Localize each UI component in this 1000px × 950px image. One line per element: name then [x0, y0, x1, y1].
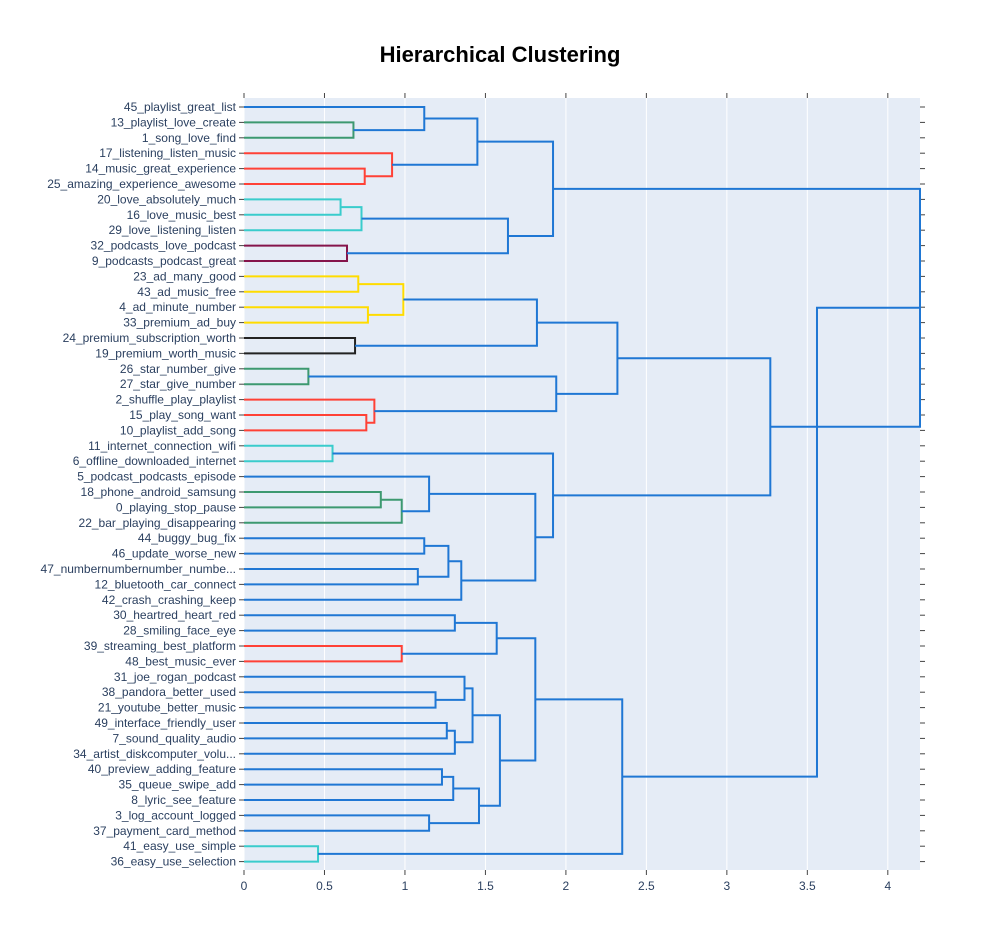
leaf-labels: 45_playlist_great_list13_playlist_love_c…: [41, 100, 237, 869]
leaf-label: 15_play_song_want: [129, 408, 236, 422]
leaf-label: 21_youtube_better_music: [98, 701, 236, 715]
dendrogram-link: [244, 475, 431, 513]
dendrogram-link: [622, 306, 920, 778]
x-tick-label: 1.5: [477, 879, 494, 893]
dendrogram-link: [244, 814, 431, 832]
leaf-label: 27_star_give_number: [120, 377, 236, 391]
leaf-label: 26_star_number_give: [120, 362, 236, 376]
leaf-label: 44_buggy_bug_fix: [138, 531, 236, 545]
x-tick-label: 2: [563, 879, 570, 893]
leaf-label: 32_podcasts_love_podcast: [91, 239, 237, 253]
leaf-label: 30_heartred_heart_red: [113, 608, 236, 622]
leaf-label: 29_love_listening_listen: [109, 223, 236, 237]
dendrogram-links: [244, 106, 921, 863]
leaf-label: 34_artist_diskcomputer_volu...: [73, 747, 236, 761]
leaf-label: 9_podcasts_podcast_great: [92, 254, 237, 268]
leaf-label: 7_sound_quality_audio: [113, 731, 237, 745]
dendrogram-link: [429, 787, 480, 825]
leaf-label: 38_pandora_better_used: [102, 685, 236, 699]
dendrogram-link: [401, 621, 498, 655]
dendrogram-link: [355, 298, 538, 347]
dendrogram-link: [244, 337, 357, 355]
leaf-label: 36_easy_use_selection: [111, 855, 236, 869]
leaf-label: 2_shuffle_play_playlist: [115, 393, 236, 407]
leaf-label: 33_premium_ad_buy: [123, 316, 236, 330]
leaf-label: 8_lyric_see_feature: [131, 793, 236, 807]
leaf-label: 0_playing_stop_pause: [116, 500, 236, 514]
leaf-label: 22_bar_playing_disappearing: [79, 516, 236, 530]
leaf-label: 49_interface_friendly_user: [95, 716, 236, 730]
dendrogram-link: [244, 645, 403, 663]
leaf-label: 14_music_great_experience: [85, 162, 236, 176]
x-tick-label: 3.5: [799, 879, 816, 893]
x-axis-tick-labels: 0 0.5 1 1.5 2 2.5 3 3.5 4: [241, 879, 892, 893]
chart-title: Hierarchical Clustering: [379, 42, 621, 67]
dendrogram-link: [244, 845, 320, 863]
leaf-label: 20_love_absolutely_much: [97, 192, 236, 206]
leaf-label: 41_easy_use_simple: [123, 839, 236, 853]
dendrogram-link: [553, 357, 772, 497]
leaf-label: 47_numbernumbernumber_numbe...: [41, 562, 236, 576]
leaf-label: 37_payment_card_method: [93, 824, 236, 838]
dendrogram-link: [244, 398, 376, 424]
leaf-label: 24_premium_subscription_worth: [63, 331, 236, 345]
dendrogram-link: [244, 775, 455, 801]
leaf-label: 5_podcast_podcasts_episode: [77, 470, 236, 484]
dendrogram-link: [244, 198, 342, 216]
leaf-label: 1_song_love_find: [142, 131, 236, 145]
leaf-label: 18_phone_android_samsung: [81, 485, 236, 499]
dendrogram-link: [244, 167, 366, 185]
leaf-label: 19_premium_worth_music: [95, 346, 236, 360]
leaf-label: 16_love_music_best: [127, 208, 237, 222]
leaf-label: 6_offline_downloaded_internet: [73, 454, 237, 468]
x-tick-label: 0.5: [316, 879, 333, 893]
leaf-label: 17_listening_listen_music: [99, 146, 236, 160]
dendrogram-link: [244, 768, 443, 786]
x-tick-label: 0: [241, 879, 248, 893]
leaf-label: 13_playlist_love_create: [111, 115, 237, 129]
dendrogram-link: [454, 687, 474, 744]
leaf-label: 31_joe_rogan_podcast: [114, 670, 237, 684]
dendrogram-link: [244, 275, 360, 293]
grid-lines: [243, 98, 889, 870]
leaf-label: 12_bluetooth_car_connect: [95, 577, 237, 591]
leaf-label: 3_log_account_logged: [115, 808, 236, 822]
leaf-label: 25_amazing_experience_awesome: [47, 177, 236, 191]
dendrogram-link: [244, 498, 403, 524]
leaf-label: 42_crash_crashing_keep: [102, 593, 236, 607]
leaf-label: 23_ad_many_good: [133, 269, 236, 283]
leaf-label: 46_update_worse_new: [112, 547, 236, 561]
leaf-label: 11_internet_connection_wifi: [88, 439, 236, 453]
dendrogram-link: [244, 152, 394, 178]
leaf-label: 40_preview_adding_feature: [88, 762, 236, 776]
dendrogram-link: [472, 714, 501, 807]
dendrogram-link: [244, 206, 363, 232]
dendrogram-link: [318, 698, 624, 855]
leaf-label: 35_queue_swipe_add: [119, 778, 236, 792]
leaf-label: 48_best_music_ever: [125, 654, 236, 668]
dendrogram-link: [244, 691, 437, 709]
x-tick-label: 2.5: [638, 879, 655, 893]
leaf-label: 39_streaming_best_platform: [84, 639, 236, 653]
leaf-label: 43_ad_music_free: [137, 285, 236, 299]
x-tick-label: 3: [724, 879, 731, 893]
dendrogram-link: [244, 306, 369, 324]
leaf-label: 45_playlist_great_list: [124, 100, 237, 114]
x-tick-label: 4: [884, 879, 891, 893]
leaf-label: 4_ad_minute_number: [119, 300, 236, 314]
leaf-label: 28_smiling_face_eye: [123, 624, 236, 638]
leaf-label: 10_playlist_add_song: [120, 423, 236, 437]
x-tick-label: 1: [402, 879, 409, 893]
